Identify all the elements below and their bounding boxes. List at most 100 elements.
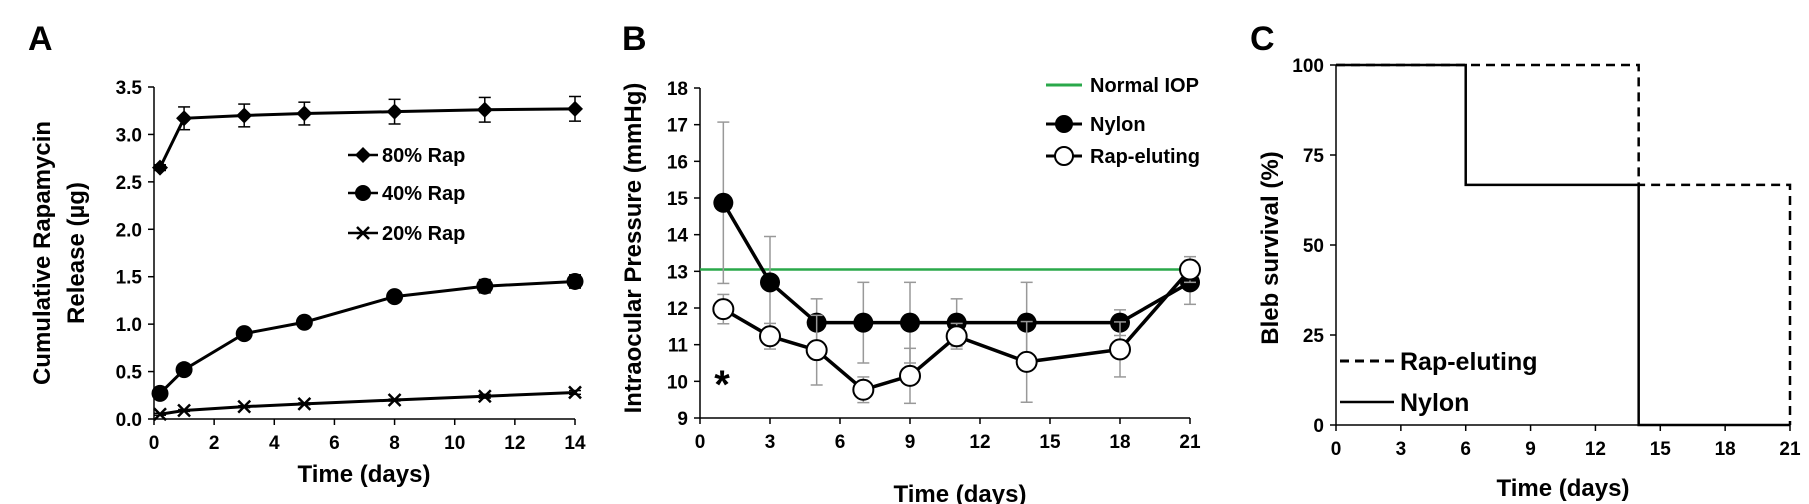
x-tick-label: 3 <box>765 432 776 453</box>
panel-label-b: B <box>622 20 647 58</box>
data-point-rap-eluting <box>852 378 875 401</box>
data-point-rap-eluting <box>899 364 921 387</box>
series-a <box>151 95 584 422</box>
y-tick-label: 11 <box>668 336 689 357</box>
legend-marker-40 <box>355 185 371 201</box>
data-point-nylon <box>853 312 874 333</box>
data-point-20-rap <box>297 396 312 411</box>
legend-a: 80% Rap 40% Rap 20% Rap <box>348 145 465 245</box>
legend-label-nylon: Nylon <box>1090 114 1146 136</box>
x-tick-label: 3 <box>1396 439 1407 460</box>
series-line-80-rap <box>158 107 576 169</box>
y-tick-label: 25 <box>1303 326 1325 347</box>
series-line-20-rap <box>159 390 576 416</box>
y-tick-label: 3.5 <box>116 78 143 99</box>
survival-line-nylon <box>1336 63 1790 427</box>
y-axis-title-c: Bleb survival (%) <box>1257 151 1284 344</box>
data-point-80-rap <box>567 100 583 117</box>
chart-panel-a: 0 2 4 6 8 10 12 14 0.0 0.5 1.0 1.5 2.0 2.5 3.0 3.5 Time… <box>29 78 586 488</box>
x-tick-label: 0 <box>149 433 160 454</box>
legend-marker-nylon <box>1055 115 1073 133</box>
ticks-c: 0 3 6 9 12 15 18 21 0 25 50 75 100 <box>1292 56 1801 460</box>
y-tick-label: 15 <box>667 189 689 210</box>
x-tick-label: 9 <box>1525 439 1536 460</box>
x-tick-label: 10 <box>444 433 465 454</box>
legend-label-nylon-c: Nylon <box>1400 389 1469 417</box>
data-point-rap-eluting <box>805 339 828 362</box>
x-tick-label: 15 <box>1650 439 1672 460</box>
data-point-40-rap <box>151 384 169 402</box>
data-point-80-rap <box>476 101 493 118</box>
legend-label-rap-eluting: Rap-eluting <box>1090 146 1200 168</box>
data-point-40-rap <box>476 277 494 295</box>
x-tick-label: 21 <box>1179 432 1201 453</box>
y-tick-label: 50 <box>1303 236 1324 257</box>
data-point-rap-eluting <box>759 325 781 348</box>
x-tick-label: 12 <box>969 432 990 453</box>
x-tick-label: 21 <box>1779 439 1801 460</box>
data-point-rap-eluting <box>945 325 968 348</box>
y-tick-label: 0.5 <box>116 363 143 384</box>
y-tick-label: 16 <box>667 152 688 173</box>
data-point-nylon <box>900 312 920 333</box>
series-b <box>712 121 1201 405</box>
series-c <box>1336 63 1792 427</box>
y-tick-label: 13 <box>667 262 688 283</box>
x-tick-label: 0 <box>695 432 706 453</box>
y-tick-label: 10 <box>667 372 688 393</box>
x-tick-label: 12 <box>504 433 525 454</box>
x-tick-label: 14 <box>564 433 586 454</box>
data-point-80-rap <box>386 103 403 120</box>
x-tick-label: 18 <box>1715 439 1736 460</box>
y-axis-title-a-line1: Cumulative Rapamycin <box>29 121 56 385</box>
data-point-20-rap <box>477 389 492 404</box>
x-tick-label: 18 <box>1109 432 1130 453</box>
x-tick-label: 8 <box>389 433 400 454</box>
legend-b: Normal IOP Nylon Rap-eluting <box>1046 75 1200 168</box>
chart-panel-c: 0 3 6 9 12 15 18 21 0 25 50 75 100 Time (days) Bleb … <box>1257 56 1801 502</box>
panel-label-c: C <box>1250 20 1275 58</box>
x-axis-title-b: Time (days) <box>894 481 1027 504</box>
x-tick-label: 0 <box>1331 439 1342 460</box>
y-tick-label: 0 <box>1313 416 1324 437</box>
chart-panel-b: 0 3 6 9 12 15 18 21 9 10 11 12 13 14 15 16 17 18 * Time (… <box>620 75 1201 504</box>
y-tick-label: 17 <box>667 116 688 137</box>
y-tick-label: 1.5 <box>116 268 143 289</box>
data-point-rap-eluting <box>1179 258 1201 281</box>
y-axis-title-b: Intraocular Pressure (mmHg) <box>620 83 647 414</box>
y-tick-label: 0.0 <box>116 410 142 431</box>
y-tick-label: 12 <box>667 299 688 320</box>
data-point-40-rap <box>235 325 253 343</box>
data-point-nylon <box>760 272 780 293</box>
panel-label-a: A <box>28 20 53 58</box>
y-tick-label: 14 <box>667 226 689 247</box>
x-axis-title-c: Time (days) <box>1497 475 1630 502</box>
data-point-80-rap <box>236 107 253 124</box>
x-tick-label: 4 <box>269 433 280 454</box>
y-tick-label: 75 <box>1303 146 1325 167</box>
legend-label-40: 40% Rap <box>382 183 465 205</box>
legend-marker-80 <box>355 147 371 163</box>
data-point-rap-eluting <box>1109 338 1131 361</box>
y-tick-label: 3.0 <box>116 125 142 146</box>
data-point-20-rap <box>153 407 167 422</box>
legend-marker-rap-eluting <box>1054 146 1074 166</box>
y-tick-label: 18 <box>667 79 688 100</box>
y-axis-title-a-line2: Release (µg) <box>63 182 90 324</box>
data-point-80-rap <box>152 159 169 176</box>
data-point-20-rap <box>177 403 191 418</box>
series-line-40-rap <box>158 279 576 395</box>
data-point-40-rap <box>386 288 404 306</box>
legend-label-80: 80% Rap <box>382 145 465 167</box>
data-point-80-rap <box>296 105 313 122</box>
data-point-80-rap <box>176 110 193 127</box>
data-point-40-rap <box>295 313 313 331</box>
data-point-rap-eluting <box>1015 350 1038 373</box>
x-tick-label: 6 <box>1460 439 1471 460</box>
data-point-20-rap <box>237 399 252 414</box>
data-point-rap-eluting <box>712 298 735 321</box>
x-tick-label: 9 <box>905 432 916 453</box>
x-axis-title-a: Time (days) <box>298 461 431 488</box>
significance-asterisk: * <box>714 363 730 407</box>
